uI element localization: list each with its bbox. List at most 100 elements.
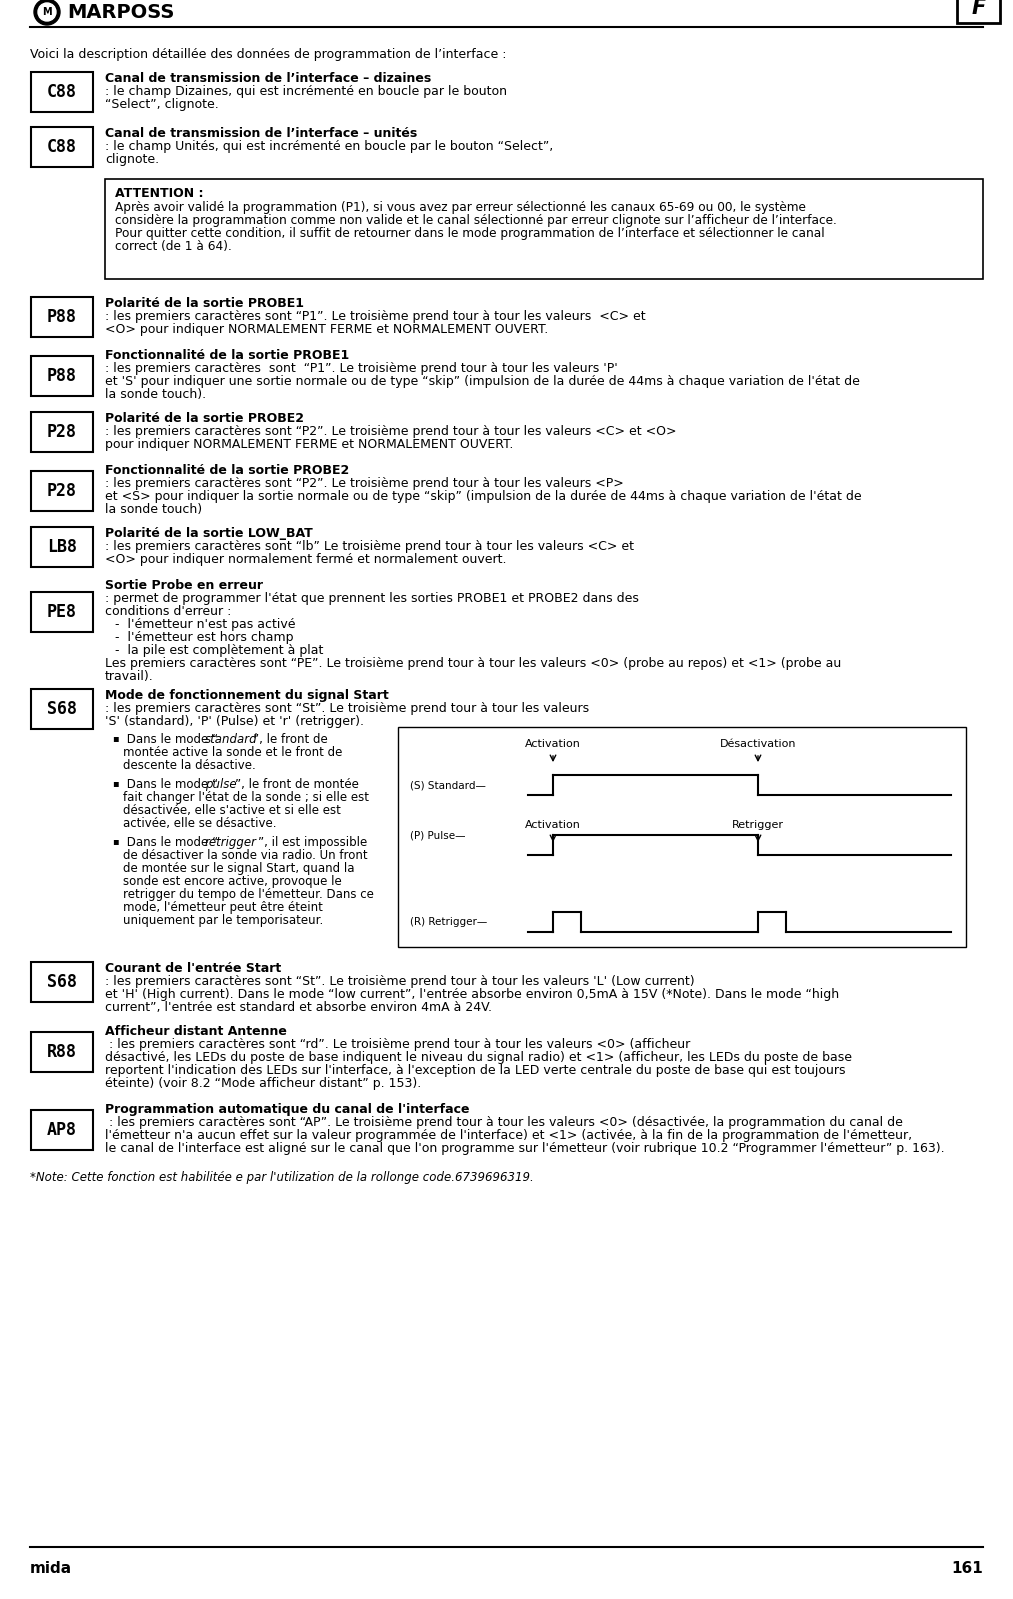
Text: Désactivation: Désactivation [720,739,796,748]
Bar [31,72,93,112]
Text: Polarité de la sortie PROBE1: Polarité de la sortie PROBE1 [105,297,304,310]
Text: Canal de transmission de l’interface – unités: Canal de transmission de l’interface – u… [105,126,417,141]
Text: P28: P28 [47,481,77,500]
Text: ▪: ▪ [112,836,119,846]
Text: Après avoir validé la programmation (P1), si vous avez par erreur sélectionné le: Après avoir validé la programmation (P1)… [115,201,806,214]
Text: montée active la sonde et le front de: montée active la sonde et le front de [123,747,342,760]
Bar [31,472,93,512]
Text: uniquement par le temporisateur.: uniquement par le temporisateur. [123,915,323,927]
Text: descente la désactive.: descente la désactive. [123,760,255,772]
Text: standard: standard [205,732,257,747]
Text: Afficheur distant Antenne: Afficheur distant Antenne [105,1025,287,1038]
Bar [31,357,93,397]
Bar [31,528,93,568]
Bar [957,0,1000,22]
Bar [31,126,93,166]
Text: Courant de l'entrée Start: Courant de l'entrée Start [105,963,282,975]
Text: de montée sur le signal Start, quand la: de montée sur le signal Start, quand la [123,862,355,875]
Text: Voici la description détaillée des données de programmation de l’interface :: Voici la description détaillée des donné… [30,48,506,61]
Text: 'S' (standard), 'P' (Pulse) et 'r' (retrigger).: 'S' (standard), 'P' (Pulse) et 'r' (retr… [105,715,364,728]
Text: F: F [971,0,986,18]
Text: -  l'émetteur n'est pas activé: - l'émetteur n'est pas activé [115,617,296,632]
Text: (P) Pulse—: (P) Pulse— [410,830,466,839]
Text: ▪: ▪ [112,779,119,788]
Text: l'émetteur n'a aucun effet sur la valeur programmée de l'interface) et <1> (acti: l'émetteur n'a aucun effet sur la valeur… [105,1129,912,1142]
Text: P88: P88 [47,368,77,385]
Text: S68: S68 [47,700,77,718]
Text: conditions d'erreur :: conditions d'erreur : [105,604,231,617]
Bar [31,963,93,1003]
Text: Fonctionnalité de la sortie PROBE2: Fonctionnalité de la sortie PROBE2 [105,464,349,477]
Text: C88: C88 [47,83,77,101]
Text: Dans le mode “: Dans le mode “ [123,836,218,849]
Text: la sonde touch).: la sonde touch). [105,389,206,401]
Text: current”, l'entrée est standard et absorbe environ 4mA à 24V.: current”, l'entrée est standard et absor… [105,1001,492,1014]
Text: ”, il est impossible: ”, il est impossible [258,836,368,849]
Text: “Select”, clignote.: “Select”, clignote. [105,98,219,110]
Text: <O> pour indiquer NORMALEMENT FERME et NORMALEMENT OUVERT.: <O> pour indiquer NORMALEMENT FERME et N… [105,323,548,336]
Text: activée, elle se désactive.: activée, elle se désactive. [123,817,277,830]
Text: Canal de transmission de l’interface – dizaines: Canal de transmission de l’interface – d… [105,72,432,85]
Text: : les premiers caractères sont “St”. Le troisième prend tour à tour les valeurs: : les premiers caractères sont “St”. Le … [105,702,590,715]
Text: fait changer l'état de la sonde ; si elle est: fait changer l'état de la sonde ; si ell… [123,792,369,804]
Text: : le champ Dizaines, qui est incrémenté en boucle par le bouton: : le champ Dizaines, qui est incrémenté … [105,85,506,98]
Text: retrigger: retrigger [205,836,257,849]
Bar [31,413,93,453]
Text: Dans le mode “: Dans le mode “ [123,732,218,747]
Text: la sonde touch): la sonde touch) [105,504,203,516]
Text: LB8: LB8 [47,537,77,556]
Text: : les premiers caractères sont “P2”. Le troisième prend tour à tour les valeurs : : les premiers caractères sont “P2”. Le … [105,425,677,438]
Text: ▪: ▪ [112,732,119,744]
Text: : les premiers caractères sont “rd”. Le troisième prend tour à tour les valeurs : : les premiers caractères sont “rd”. Le … [105,1038,690,1051]
Text: désactivée, elle s'active et si elle est: désactivée, elle s'active et si elle est [123,804,341,817]
Text: Mode de fonctionnement du signal Start: Mode de fonctionnement du signal Start [105,689,389,702]
Text: mode, l'émetteur peut être éteint: mode, l'émetteur peut être éteint [123,900,323,915]
Text: Dans le mode “: Dans le mode “ [123,779,218,792]
Text: -  la pile est complètement à plat: - la pile est complètement à plat [115,644,323,657]
Text: : les premiers caractères  sont  “P1”. Le troisième prend tour à tour les valeur: : les premiers caractères sont “P1”. Le … [105,361,618,376]
Text: Activation: Activation [525,739,580,748]
Circle shape [34,0,60,26]
Text: travail).: travail). [105,670,154,683]
Text: ”, le front de montée: ”, le front de montée [235,779,359,792]
Text: M: M [43,6,52,18]
Text: éteinte) (voir 8.2 “Mode afficheur distant” p. 153).: éteinte) (voir 8.2 “Mode afficheur dista… [105,1078,421,1091]
Text: clignote.: clignote. [105,154,159,166]
Text: R88: R88 [47,1043,77,1062]
Text: MARPOSS: MARPOSS [67,3,174,21]
Text: correct (de 1 à 64).: correct (de 1 à 64). [115,240,232,253]
Text: Retrigger: Retrigger [732,820,784,830]
Text: P88: P88 [47,309,77,326]
Text: pulse: pulse [205,779,237,792]
Text: : les premiers caractères sont “St”. Le troisième prend tour à tour les valeurs : : les premiers caractères sont “St”. Le … [105,975,695,988]
Text: Les premiers caractères sont “PE”. Le troisième prend tour à tour les valeurs <0: Les premiers caractères sont “PE”. Le tr… [105,657,841,670]
Text: PE8: PE8 [47,603,77,620]
Text: 161: 161 [951,1561,983,1577]
Text: mida: mida [30,1561,72,1577]
Text: *Note: Cette fonction est habilitée e par l'utilization de la rollonge code.6739: *Note: Cette fonction est habilitée e pa… [30,1170,534,1183]
Text: Pour quitter cette condition, il suffit de retourner dans le mode programmation : Pour quitter cette condition, il suffit … [115,227,825,240]
Text: et 'S' pour indiquer une sortie normale ou de type “skip” (impulsion de la durée: et 'S' pour indiquer une sortie normale … [105,376,860,389]
Bar [31,592,93,632]
Text: Fonctionnalité de la sortie PROBE1: Fonctionnalité de la sortie PROBE1 [105,349,349,361]
Text: : les premiers caractères sont “P2”. Le troisième prend tour à tour les valeurs : : les premiers caractères sont “P2”. Le … [105,477,624,489]
Text: AP8: AP8 [47,1121,77,1138]
Text: ”, le front de: ”, le front de [253,732,328,747]
Text: : les premiers caractères sont “P1”. Le troisième prend tour à tour les valeurs : : les premiers caractères sont “P1”. Le … [105,310,645,323]
Text: Polarité de la sortie PROBE2: Polarité de la sortie PROBE2 [105,413,304,425]
Bar [31,689,93,729]
Text: reportent l'indication des LEDs sur l'interface, à l'exception de la LED verte c: reportent l'indication des LEDs sur l'in… [105,1063,846,1078]
Text: sonde est encore active, provoque le: sonde est encore active, provoque le [123,875,341,887]
Text: désactivé, les LEDs du poste de base indiquent le niveau du signal radio) et <1>: désactivé, les LEDs du poste de base ind… [105,1051,852,1063]
Bar [31,297,93,337]
Circle shape [38,3,56,21]
Text: (S) Standard—: (S) Standard— [410,780,486,790]
Bar [398,728,966,947]
Text: (R) Retrigger—: (R) Retrigger— [410,916,487,927]
Text: : le champ Unités, qui est incrémenté en boucle par le bouton “Select”,: : le champ Unités, qui est incrémenté en… [105,141,553,154]
Text: P28: P28 [47,424,77,441]
Text: : les premiers caractères sont “AP”. Le troisième prend tour à tour les valeurs : : les premiers caractères sont “AP”. Le … [105,1116,903,1129]
Text: -  l'émetteur est hors champ: - l'émetteur est hors champ [115,632,294,644]
Text: pour indiquer NORMALEMENT FERME et NORMALEMENT OUVERT.: pour indiquer NORMALEMENT FERME et NORMA… [105,438,514,451]
Text: retrigger du tempo de l'émetteur. Dans ce: retrigger du tempo de l'émetteur. Dans c… [123,887,374,900]
